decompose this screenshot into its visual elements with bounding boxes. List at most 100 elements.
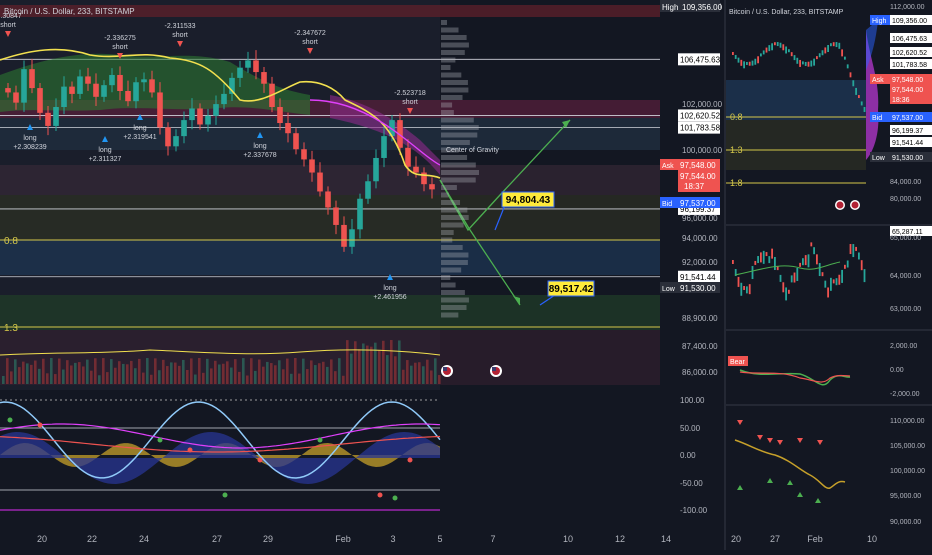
candle-body — [413, 166, 419, 173]
event-marker-1[interactable] — [441, 365, 453, 377]
osc-dot — [317, 437, 323, 443]
side-badge-countdown-box — [890, 94, 932, 104]
osc-area-blue — [0, 432, 440, 484]
signal-value: +2.337678 — [243, 152, 276, 159]
side-candle — [746, 61, 748, 65]
profile-bar — [441, 72, 462, 78]
volume-bar — [110, 359, 113, 384]
osc-dot — [187, 447, 193, 453]
side-candle — [785, 46, 787, 54]
profile-bar — [441, 27, 459, 33]
profile-bar — [441, 267, 462, 273]
time-tick: 27 — [212, 534, 222, 544]
side2-tick: 64,000.00 — [890, 273, 921, 280]
side3-bear-label: Bear — [730, 359, 745, 366]
side-event-marker[interactable] — [835, 200, 845, 210]
side4-sell-marker — [817, 440, 823, 445]
osc-dot — [257, 457, 263, 463]
side-candle — [779, 42, 782, 48]
price-tick: 102,000.00 — [682, 100, 723, 109]
side-title: Bitcoin / U.S. Dollar, 233, BITSTAMP — [729, 9, 844, 16]
event-marker-2[interactable] — [490, 365, 502, 377]
side-band-olive — [726, 120, 866, 170]
side-badge-low-value-box — [890, 152, 932, 162]
side-level-tag: 91,541.44 — [892, 140, 923, 147]
level-tag-value: 102,620.52 — [680, 111, 721, 120]
volume-bar — [322, 361, 325, 384]
volume-bar — [238, 371, 241, 384]
profile-bar — [441, 305, 467, 310]
badge-countdown: 18:37 — [684, 182, 705, 191]
volume-bar — [174, 362, 177, 384]
side-level-tag-box — [890, 47, 932, 57]
level-tag-value: 106,475.63 — [680, 55, 721, 64]
side-candle — [748, 61, 751, 66]
volume-bars — [2, 340, 441, 384]
volume-bar — [286, 358, 289, 384]
cloud-purple — [330, 95, 440, 175]
side-time-tick: 20 — [731, 534, 741, 544]
side2-candle — [776, 266, 779, 271]
side2-candle — [782, 282, 785, 293]
profile-bar — [441, 42, 469, 48]
side-candle — [844, 56, 846, 60]
time-tick: 20 — [37, 534, 47, 544]
volume-bar — [246, 375, 249, 384]
signal-kind: short — [302, 39, 318, 46]
projection-up — [439, 119, 571, 232]
signal-value: +2.319541 — [123, 134, 156, 141]
volume-bar — [210, 368, 213, 384]
profile-bar — [441, 215, 469, 220]
side3-line-red — [739, 371, 851, 383]
profile-bar — [441, 125, 479, 130]
profile-bar — [441, 132, 478, 138]
signal-value: +2.461956 — [373, 294, 406, 301]
level-tag-value: 101,783.58 — [680, 124, 721, 133]
volume-bar — [66, 360, 69, 384]
volume-bar — [26, 363, 29, 384]
signal-arrow — [307, 48, 313, 54]
side-candle — [838, 42, 841, 49]
candle-body — [229, 77, 235, 94]
signal-annotations: -2.30847 short -2.336275 short -2.311533 shor… — [0, 13, 426, 301]
side3-tick: 2,000.00 — [890, 343, 917, 350]
candle-body — [381, 136, 387, 158]
side-badge-bid-value-box — [890, 112, 932, 122]
volume-bar — [230, 367, 233, 384]
badge-bid-value: 97,537.00 — [680, 199, 716, 208]
volume-bar — [114, 367, 117, 384]
side2-candle — [835, 278, 838, 286]
time-tick: 24 — [139, 534, 149, 544]
signal-kind: long — [23, 135, 36, 142]
candle-body — [117, 74, 123, 91]
candle-body — [133, 82, 139, 102]
side2-badge: 65,287.11 — [892, 229, 923, 236]
side-badge-low-value: 91,530.00 — [892, 155, 923, 162]
volume-bar — [418, 362, 421, 384]
volume-bar — [14, 359, 17, 384]
projection-down — [439, 179, 521, 306]
profile-bar — [441, 87, 469, 93]
side-candle — [754, 58, 757, 65]
volume-profile — [441, 20, 479, 318]
side2-candle — [824, 280, 827, 288]
signal-arrow — [5, 31, 11, 37]
volume-bar — [158, 370, 161, 384]
candle-body — [429, 184, 435, 190]
signal-value: +2.308239 — [13, 144, 46, 151]
candle-body — [173, 136, 179, 147]
side4-buy-marker — [815, 498, 821, 503]
profile-bar — [441, 230, 454, 235]
side-level-tag-box — [890, 125, 932, 135]
side-event-marker[interactable] — [850, 200, 860, 210]
side-candle — [793, 55, 796, 61]
side-badge-last: 97,544.00 — [892, 87, 923, 94]
volume-bar — [202, 372, 205, 384]
candle-body — [205, 115, 211, 125]
candle-body — [365, 181, 371, 199]
side-candle — [807, 61, 810, 67]
profile-bar — [441, 260, 468, 265]
arrow-head-up — [562, 120, 570, 128]
